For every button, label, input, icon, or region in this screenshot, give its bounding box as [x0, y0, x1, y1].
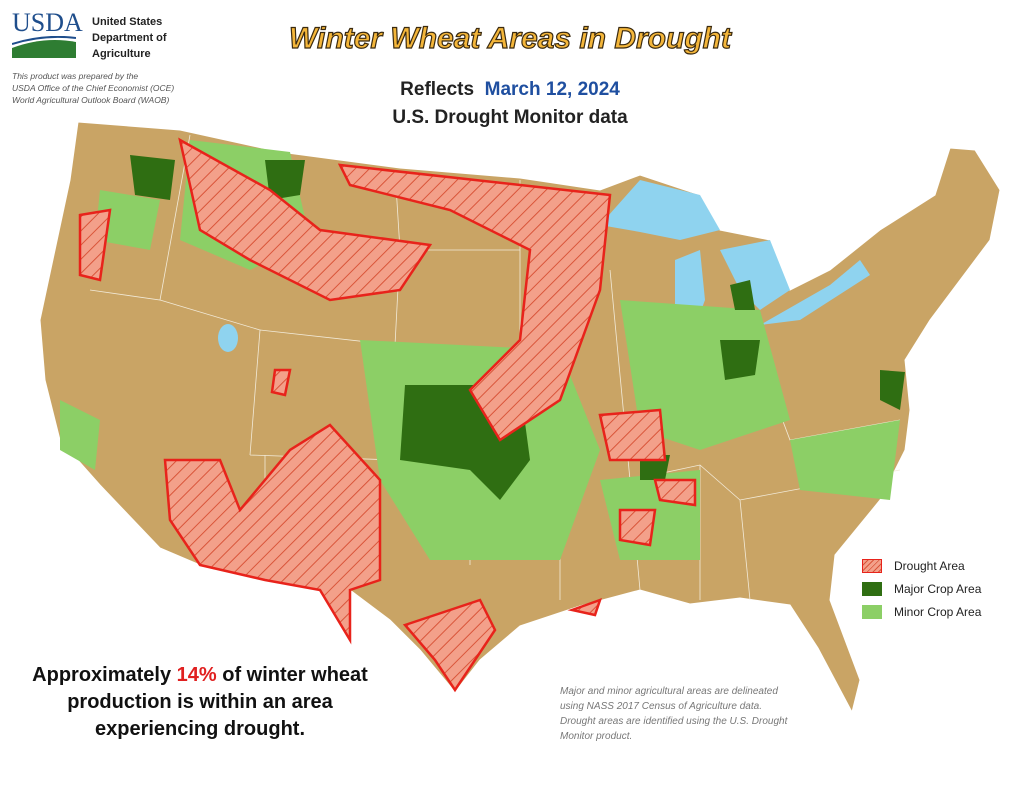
legend-swatch — [862, 558, 882, 573]
summary: Approximately 14% of winter wheat produc… — [10, 662, 390, 743]
prepared-line: World Agricultural Outlook Board (WAOB) — [12, 95, 170, 105]
legend-item: Major Crop Area — [862, 577, 981, 600]
subtitle-source: U.S. Drought Monitor data — [392, 107, 628, 128]
prepared-line: This product was prepared by the — [12, 71, 139, 81]
subtitle-prefix: Reflects — [400, 79, 475, 100]
logo-fields — [12, 36, 76, 58]
agency-name: United States Department of Agriculture — [92, 14, 167, 62]
footnote: Major and minor agricultural areas are d… — [560, 686, 788, 742]
title: Winter Wheat Areas in Drought — [288, 21, 731, 55]
usda-logo: USDA — [12, 8, 83, 37]
drought-areas — [78, 137, 697, 693]
prepared-by: This product was prepared by the USDA Of… — [12, 70, 174, 106]
prepared-line: USDA Office of the Chief Economist (OCE) — [12, 83, 175, 93]
legend-label: Major Crop Area — [894, 581, 982, 596]
subtitle-date: March 12, 2024 — [484, 79, 620, 100]
legend: Drought Area Major Crop Area Minor Crop … — [862, 554, 981, 623]
agency-line: Department of — [92, 32, 167, 44]
summary-text: Approximately — [32, 664, 177, 686]
summary-text: of winter wheat production is within an … — [67, 664, 368, 740]
summary-percent: 14% — [176, 664, 217, 686]
agency-line: United States — [92, 16, 163, 28]
legend-item: Minor Crop Area — [862, 600, 981, 623]
legend-swatch — [862, 581, 882, 596]
legend-label: Minor Crop Area — [894, 604, 982, 619]
legend-swatch — [862, 604, 882, 619]
subtitle: Reflects March 12, 2024 U.S. Drought Mon… — [310, 76, 710, 132]
legend-item: Drought Area — [862, 554, 981, 577]
legend-label: Drought Area — [894, 558, 965, 573]
subtitle-date-line: Reflects March 12, 2024 — [310, 76, 710, 104]
agency-line: Agriculture — [92, 48, 151, 60]
